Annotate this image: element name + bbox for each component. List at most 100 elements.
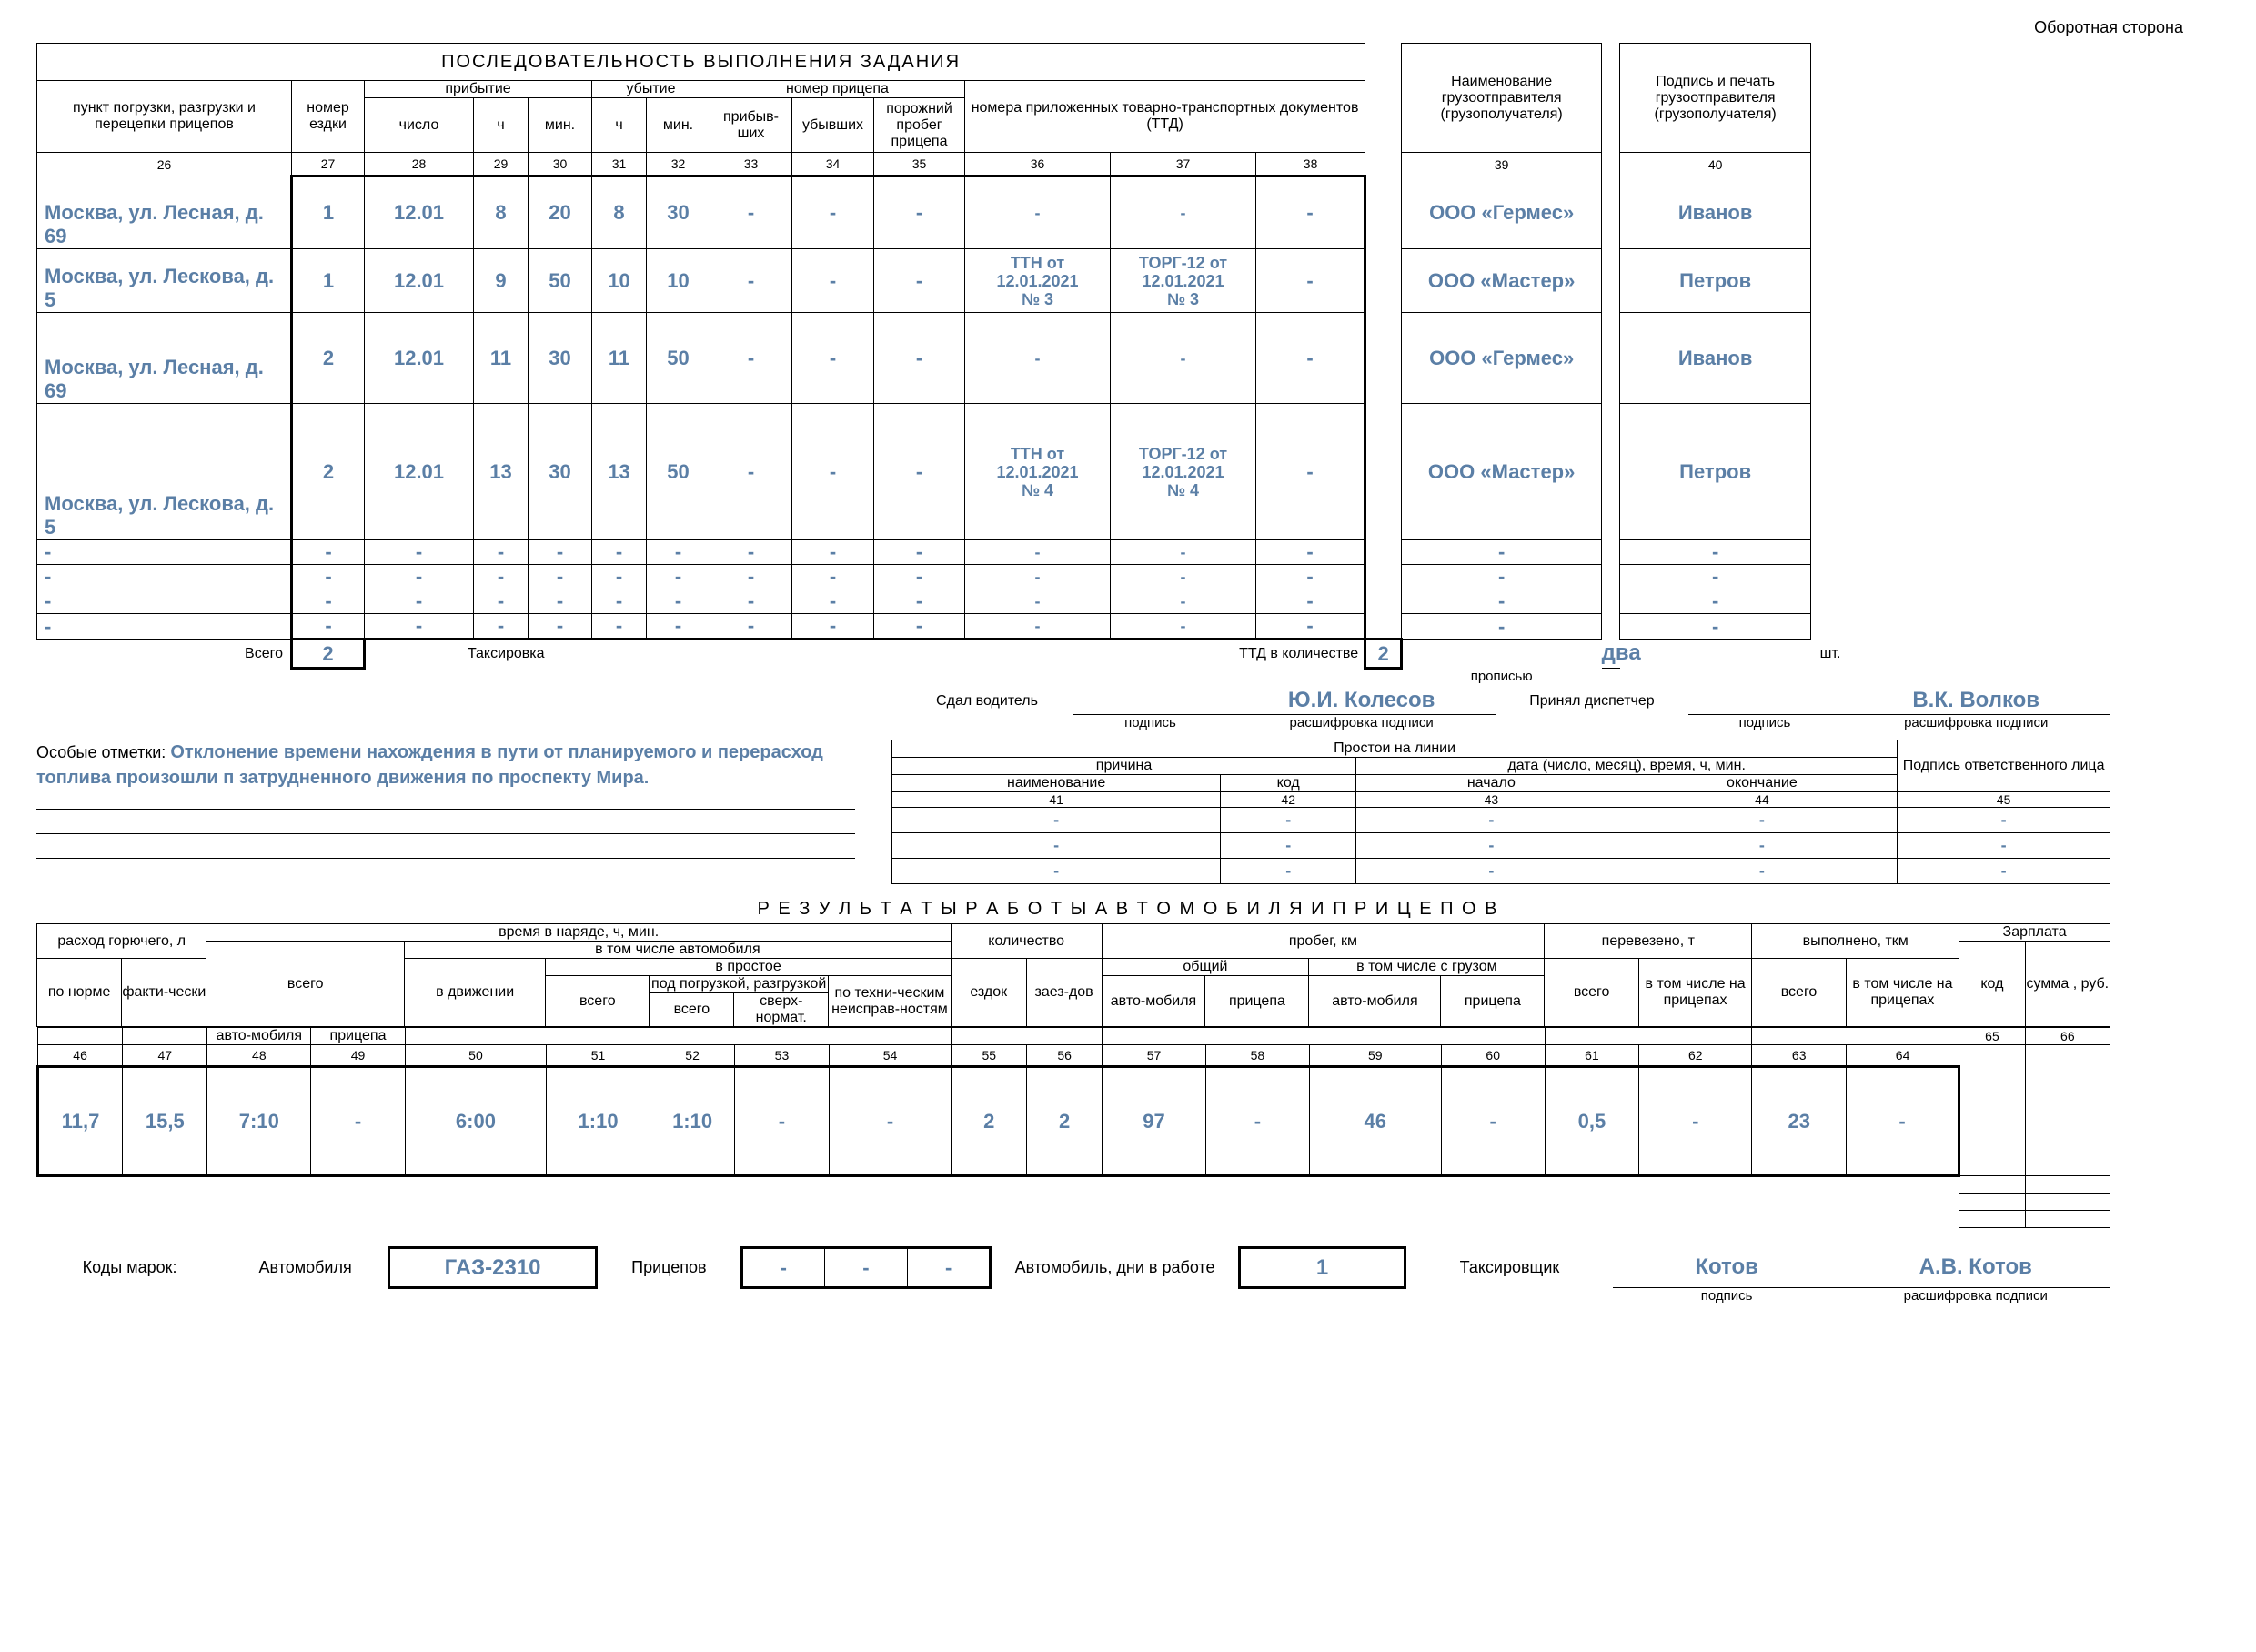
main-cell-c32: - [647, 565, 710, 589]
coln-40: 40 [1620, 153, 1811, 176]
res-n57: 57 [1103, 1045, 1206, 1067]
res-load-over: сверх-нормат. [734, 993, 829, 1027]
main-cell-c31: - [592, 540, 647, 565]
main-cell-c34: - [792, 313, 874, 404]
idle-name: наименование [892, 775, 1221, 792]
main-cell-c27: - [292, 565, 365, 589]
main-cell-c40: Петров [1620, 404, 1811, 540]
main-cell-c32: 50 [647, 404, 710, 540]
driver-name: Ю.И. Колесов [1227, 688, 1496, 715]
main-cell-c38: - [1256, 249, 1365, 313]
spacer [1365, 249, 1402, 313]
main-cell-c30: - [529, 614, 592, 640]
main-cell-c28: - [365, 565, 474, 589]
main-cell-c31: - [592, 589, 647, 614]
res-moving: в движении [404, 959, 545, 1027]
idle-start: начало [1356, 775, 1627, 792]
main-cell-c37: - [1111, 565, 1256, 589]
disp-sign-note: подпись [1688, 715, 1842, 731]
main-cell-c29: 13 [474, 404, 529, 540]
main-cell-c34: - [792, 404, 874, 540]
main-row: --------------- [37, 589, 2110, 614]
main-cell-c40: - [1620, 614, 1811, 640]
main-row: --------------- [37, 540, 2110, 565]
idle-cell-c43: - [1356, 808, 1627, 833]
spacer [1602, 589, 1620, 614]
main-cell-c40: - [1620, 589, 1811, 614]
main-cell-c35: - [874, 404, 965, 540]
hdr-c29: ч [474, 98, 529, 153]
res-trailer2: прицепа [1205, 976, 1309, 1027]
taxirovka-label: Таксировка [365, 640, 647, 669]
main-cell-c40: Иванов [1620, 313, 1811, 404]
main-cell-c39: ООО «Мастер» [1402, 249, 1602, 313]
idle-cell-c43: - [1356, 859, 1627, 884]
main-title: ПОСЛЕДОВАТЕЛЬНОСТЬ ВЫПОЛНЕНИЯ ЗАДАНИЯ [37, 44, 1365, 81]
main-cell-c35: - [874, 565, 965, 589]
main-cell-c38: - [1256, 176, 1365, 249]
idle-row: ----- [892, 833, 2110, 859]
idle-cell-c44: - [1627, 808, 1898, 833]
ttd-words: два [1602, 640, 1620, 669]
main-cell-c27: - [292, 614, 365, 640]
res-done: выполнено, ткм [1752, 924, 1959, 959]
spacer [1365, 313, 1402, 404]
res-withcargo: в том числе с грузом [1309, 959, 1545, 976]
spacer [1602, 313, 1620, 404]
res-v49: - [311, 1067, 406, 1176]
main-cell-c33: - [710, 589, 792, 614]
res-auto: авто-мобиля [207, 1028, 311, 1045]
main-cell-c26: - [37, 589, 292, 614]
res-done-trail: в том числе на прицепах [1846, 959, 1959, 1027]
coln-31: 31 [592, 153, 647, 176]
days-value: 1 [1239, 1248, 1405, 1288]
res-cargo-trail: в том числе на прицепах [1638, 959, 1751, 1027]
res-done-total: всего [1752, 959, 1847, 1027]
res-v51: 1:10 [547, 1067, 650, 1176]
hdr-c34: убывших [792, 98, 874, 153]
hdr-c30: мин. [529, 98, 592, 153]
res-n48: 48 [207, 1045, 311, 1067]
main-cell-c36: ТТН от 12.01.2021 № 4 [965, 404, 1111, 540]
res-time: время в наряде, ч, мин. [206, 924, 951, 942]
coln-38: 38 [1256, 153, 1365, 176]
main-cell-c29: - [474, 565, 529, 589]
main-cell-c26: Москва, ул. Лескова, д. 5 [37, 249, 292, 313]
main-cell-c29: - [474, 614, 529, 640]
hdr-ttd: номера приложенных товарно-транспортных … [965, 81, 1365, 153]
main-cell-c35: - [874, 614, 965, 640]
main-cell-c28: - [365, 589, 474, 614]
taxi-label: Таксировщик [1405, 1248, 1613, 1288]
main-cell-c26: Москва, ул. Лесная, д. 69 [37, 176, 292, 249]
main-cell-c33: - [710, 249, 792, 313]
coln-30: 30 [529, 153, 592, 176]
trailer-code-3: - [908, 1248, 991, 1288]
res-trailer: прицепа [311, 1028, 406, 1045]
main-cell-c32: 10 [647, 249, 710, 313]
coln-34: 34 [792, 153, 874, 176]
res-v63: 23 [1752, 1067, 1847, 1176]
res-sal-sum: сумма , руб. [2025, 942, 2110, 1027]
dispatcher-label: Принял диспетчер [1496, 688, 1687, 715]
coln-37: 37 [1111, 153, 1256, 176]
dispatcher-name: В.К. Волков [1841, 688, 2110, 715]
main-cell-c36: - [965, 565, 1111, 589]
main-cell-c34: - [792, 614, 874, 640]
main-row: Москва, ул. Лескова, д. 5212.0113301350-… [37, 404, 2110, 540]
main-cell-c34: - [792, 540, 874, 565]
main-row: Москва, ул. Лесная, д. 69212.0111301150-… [37, 313, 2110, 404]
main-cell-c26: Москва, ул. Лескова, д. 5 [37, 404, 292, 540]
ttd-unit: шт. [1811, 640, 2110, 669]
coln-33: 33 [710, 153, 792, 176]
main-row: Москва, ул. Лесная, д. 69112.01820830---… [37, 176, 2110, 249]
main-cell-c34: - [792, 565, 874, 589]
res-v57: 97 [1103, 1067, 1206, 1176]
main-cell-c39: - [1402, 540, 1602, 565]
res-n47: 47 [123, 1045, 207, 1067]
res-load-total: всего [650, 993, 734, 1027]
res-common: общий [1102, 959, 1309, 976]
main-cell-c34: - [792, 176, 874, 249]
res-v62: - [1639, 1067, 1752, 1176]
idle-cell-c45: - [1898, 859, 2110, 884]
ttd-count-value: 2 [1365, 640, 1402, 669]
